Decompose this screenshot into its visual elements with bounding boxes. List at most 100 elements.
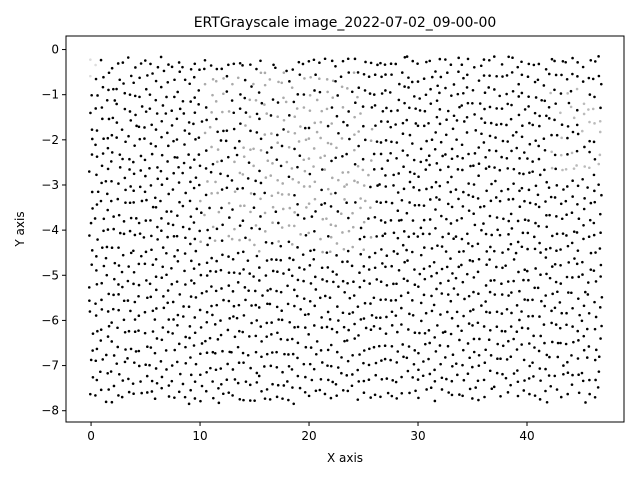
data-point xyxy=(588,166,591,170)
data-point xyxy=(594,280,598,283)
data-point xyxy=(159,85,163,89)
data-point xyxy=(211,93,214,97)
data-point xyxy=(565,311,568,315)
data-point xyxy=(214,289,218,293)
data-point xyxy=(456,168,460,171)
data-point xyxy=(522,389,526,392)
data-point xyxy=(536,286,540,290)
data-point xyxy=(308,185,312,188)
data-point xyxy=(520,91,524,95)
data-point xyxy=(139,254,143,258)
data-point xyxy=(396,330,399,334)
data-point xyxy=(488,369,492,373)
data-point xyxy=(362,317,366,320)
data-point xyxy=(270,241,274,245)
data-point xyxy=(526,298,530,302)
data-point xyxy=(407,235,411,239)
data-point xyxy=(277,221,280,225)
data-point xyxy=(447,279,450,283)
data-point xyxy=(429,198,432,201)
data-point xyxy=(454,362,458,365)
data-point xyxy=(175,156,179,159)
data-point xyxy=(249,210,252,214)
data-point xyxy=(275,258,278,262)
data-point xyxy=(361,168,365,172)
data-point xyxy=(99,58,103,62)
data-point xyxy=(467,209,471,212)
data-point xyxy=(416,124,420,128)
data-point xyxy=(413,331,417,335)
data-point xyxy=(123,176,127,180)
data-point xyxy=(139,380,142,383)
data-point xyxy=(188,199,192,203)
data-point xyxy=(112,293,115,297)
data-point xyxy=(581,177,584,181)
data-point xyxy=(377,344,381,348)
data-point xyxy=(248,399,252,402)
data-point xyxy=(543,341,546,345)
data-point xyxy=(279,290,283,294)
data-point xyxy=(362,248,366,251)
data-point xyxy=(167,192,170,196)
data-point xyxy=(346,57,350,61)
data-point xyxy=(228,216,231,219)
data-point xyxy=(148,363,151,367)
data-point xyxy=(265,112,269,115)
data-point xyxy=(149,184,153,187)
data-point xyxy=(151,72,154,75)
data-point xyxy=(547,374,551,377)
data-point xyxy=(241,250,245,254)
data-point xyxy=(520,73,524,77)
data-point xyxy=(232,315,235,318)
data-point xyxy=(385,254,389,258)
data-point xyxy=(95,203,99,206)
data-point xyxy=(578,313,581,317)
data-point xyxy=(385,315,388,319)
data-point xyxy=(94,63,97,67)
data-point xyxy=(488,58,491,62)
data-point xyxy=(489,199,493,203)
data-point xyxy=(358,271,361,274)
data-point xyxy=(165,95,168,99)
data-point xyxy=(373,266,377,270)
data-point xyxy=(248,115,252,119)
data-point xyxy=(559,202,563,206)
data-point xyxy=(444,86,447,90)
data-point xyxy=(296,93,300,96)
data-point xyxy=(460,104,464,107)
data-point xyxy=(369,206,372,209)
data-point xyxy=(372,152,376,156)
data-point xyxy=(532,334,535,338)
data-point xyxy=(176,313,180,317)
data-point xyxy=(133,300,137,304)
data-point xyxy=(241,173,245,176)
data-point xyxy=(428,232,431,236)
data-point xyxy=(378,183,381,186)
data-point xyxy=(485,310,488,314)
data-point xyxy=(250,226,253,230)
data-point xyxy=(353,322,356,326)
data-point xyxy=(381,110,385,113)
data-point xyxy=(173,95,176,99)
data-point xyxy=(538,367,542,370)
data-point xyxy=(318,296,322,300)
data-point xyxy=(520,186,524,190)
data-point xyxy=(178,293,182,296)
data-point xyxy=(471,365,474,369)
data-point xyxy=(269,364,273,368)
data-point xyxy=(264,176,268,179)
data-point xyxy=(194,138,197,141)
data-point xyxy=(346,249,350,253)
data-point xyxy=(288,80,291,83)
data-point xyxy=(582,237,585,241)
data-point xyxy=(533,286,536,290)
data-point xyxy=(515,304,519,307)
data-point xyxy=(488,74,491,77)
data-point xyxy=(177,165,180,169)
data-point xyxy=(395,282,398,286)
data-point xyxy=(577,391,581,395)
data-point xyxy=(160,153,164,157)
data-point xyxy=(456,373,459,377)
data-point xyxy=(400,306,403,310)
data-point xyxy=(259,197,262,201)
